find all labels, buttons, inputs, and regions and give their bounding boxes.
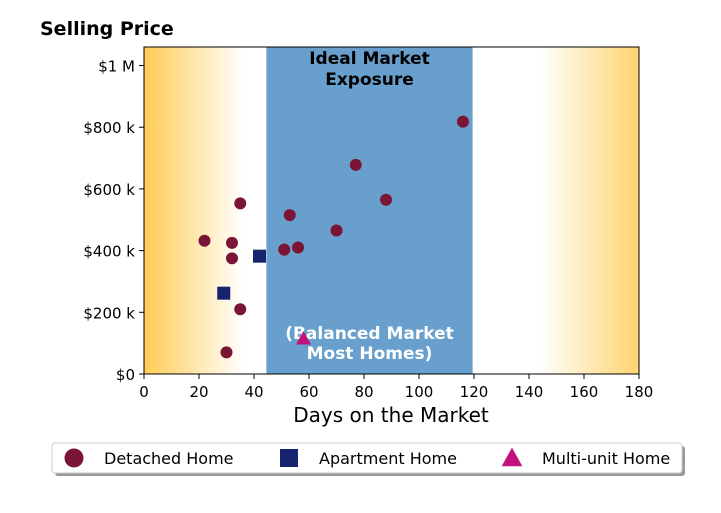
legend-marker [280, 449, 298, 467]
legend-label: Detached Home [104, 449, 234, 468]
band-label-bottom-line: (Balanced Market [285, 324, 454, 344]
data-point [220, 346, 233, 359]
data-point [296, 331, 311, 345]
band-label-top: Ideal Market Exposure [309, 49, 430, 90]
y-tick-label: $600 k [83, 181, 135, 199]
x-tick-label: 100 [405, 383, 434, 401]
band-label-top-line: Exposure [325, 70, 414, 90]
data-point [198, 234, 211, 247]
band-label-bottom-line: Most Homes) [307, 344, 433, 364]
data-point [349, 158, 362, 171]
data-points [198, 115, 469, 359]
data-point [226, 252, 238, 265]
x-tick-label: 160 [570, 383, 599, 401]
data-point [283, 209, 296, 222]
band-labels: Ideal Market Exposure (Balanced Market Most… [285, 49, 454, 364]
y-tick-label: $0 [116, 366, 135, 384]
x-axis-label: Days on the Market [293, 403, 489, 427]
legend-label: Apartment Home [319, 449, 457, 468]
data-point [292, 241, 304, 254]
y-tick-label: $1 M [98, 58, 135, 76]
data-point [234, 197, 247, 210]
x-tick-label: 80 [354, 383, 373, 401]
data-point [380, 193, 392, 206]
x-tick-label: 120 [460, 383, 489, 401]
data-point [226, 236, 238, 249]
x-tick-label: 0 [139, 383, 149, 401]
band-label-top-line: Ideal Market [309, 49, 430, 69]
data-point [457, 115, 469, 128]
legend-marker [64, 448, 84, 468]
axes: 0 20 40 60 80 100 120 140 160 180 $0 $200 k $400 k $6… [83, 46, 654, 401]
ideal-exposure-band [266, 47, 473, 374]
legend-marker [501, 447, 523, 467]
y-tick-label: $400 k [83, 243, 135, 261]
x-tick-label: 140 [515, 383, 544, 401]
x-tick-label: 60 [299, 383, 318, 401]
x-tick-label: 40 [244, 383, 263, 401]
legend-label: Multi-unit Home [542, 449, 670, 468]
data-point [253, 249, 266, 263]
x-tick-label: 180 [625, 383, 654, 401]
plot-frame [143, 46, 640, 375]
x-tick-label: 20 [189, 383, 208, 401]
data-point [217, 286, 231, 300]
band-label-bottom: (Balanced Market Most Homes) [285, 324, 454, 364]
data-point [278, 243, 291, 256]
data-point [234, 303, 247, 316]
y-tick-label: $800 k [83, 119, 135, 137]
data-point [330, 224, 343, 237]
chart-title: Selling Price [40, 18, 174, 40]
y-tick-label: $200 k [83, 304, 135, 322]
legend: Detached Home Apartment Home Multi-unit Ho… [51, 442, 685, 476]
legend-box [51, 442, 683, 474]
band-rect [266, 47, 473, 374]
